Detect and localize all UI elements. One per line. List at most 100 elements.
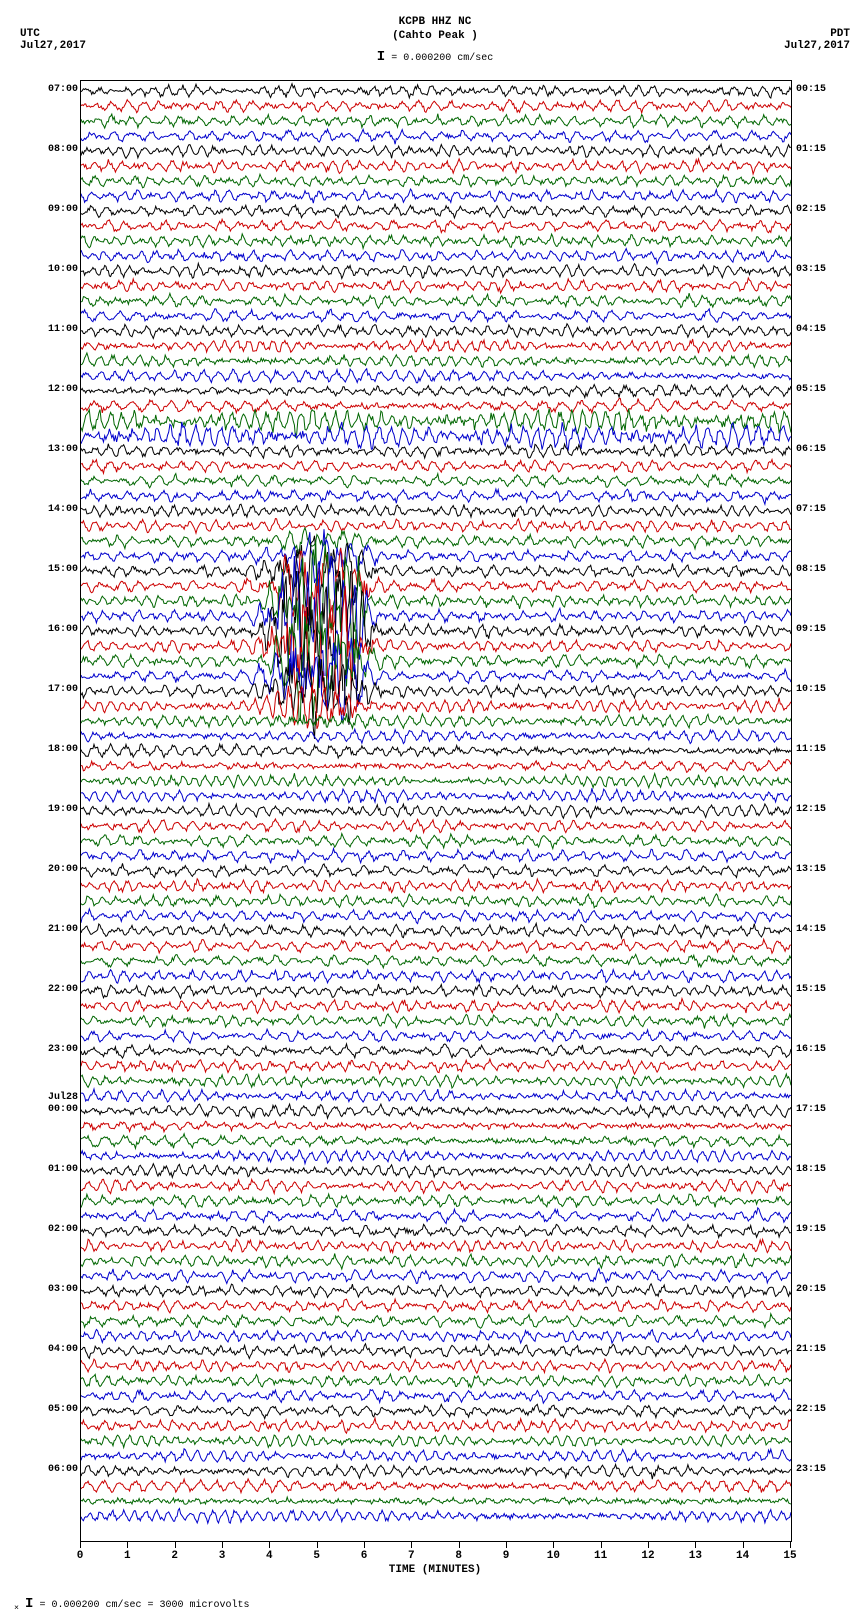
utc-time-label: 15:00 xyxy=(30,564,78,575)
station-name: (Cahto Peak ) xyxy=(377,29,493,43)
seismic-trace xyxy=(81,106,791,226)
seismic-trace xyxy=(81,1456,791,1542)
seismic-trace xyxy=(81,796,791,916)
seismic-trace xyxy=(81,496,791,616)
seismic-trace xyxy=(81,1036,791,1156)
seismic-trace xyxy=(81,1141,791,1261)
seismic-trace xyxy=(81,80,791,181)
x-tick-label: 12 xyxy=(641,1550,654,1562)
scale-bar-icon: I xyxy=(377,49,385,65)
utc-time-label: 16:00 xyxy=(30,624,78,635)
x-tick xyxy=(364,1542,365,1548)
pdt-time-label: 01:15 xyxy=(796,144,844,155)
pdt-time-label: 23:15 xyxy=(796,1464,844,1475)
seismic-trace xyxy=(81,136,791,256)
seismic-trace xyxy=(81,1201,791,1321)
pdt-time-label: 19:15 xyxy=(796,1224,844,1235)
seismic-trace xyxy=(81,80,791,196)
pdt-time-label: 13:15 xyxy=(796,864,844,875)
seismic-trace xyxy=(81,1081,791,1201)
pdt-time-label: 08:15 xyxy=(796,564,844,575)
footer-text: = 0.000200 cm/sec = 3000 microvolts xyxy=(39,1600,249,1611)
seismic-trace xyxy=(81,451,791,571)
utc-time-label: 11:00 xyxy=(30,324,78,335)
seismic-trace xyxy=(81,271,791,391)
seismic-trace xyxy=(81,646,791,766)
x-tick-label: 6 xyxy=(361,1550,368,1562)
utc-time-label: 04:00 xyxy=(30,1344,78,1355)
seismic-trace xyxy=(81,1351,791,1471)
scale-note: I = 0.000200 cm/sec xyxy=(377,48,493,66)
pdt-time-label: 00:15 xyxy=(796,84,844,95)
x-tick xyxy=(317,1542,318,1548)
utc-time-label: 19:00 xyxy=(30,804,78,815)
x-tick xyxy=(127,1542,128,1548)
seismic-trace xyxy=(81,1321,791,1441)
tz-utc-label: UTC xyxy=(20,28,86,40)
utc-time-label: 06:00 xyxy=(30,1464,78,1475)
seismic-trace xyxy=(81,241,791,361)
pdt-time-label: 21:15 xyxy=(796,1344,844,1355)
x-tick-label: 0 xyxy=(77,1550,84,1562)
seismic-trace xyxy=(81,1441,791,1542)
seismic-trace xyxy=(81,916,791,1036)
seismic-trace xyxy=(81,511,791,631)
seismic-trace xyxy=(81,841,791,961)
seismic-trace xyxy=(81,901,791,1021)
pdt-time-label: 15:15 xyxy=(796,984,844,995)
x-tick-label: 10 xyxy=(547,1550,560,1562)
x-tick xyxy=(80,1542,81,1548)
x-tick-label: 1 xyxy=(124,1550,131,1562)
seismic-trace xyxy=(81,1396,791,1516)
seismogram-plot xyxy=(80,80,792,1542)
utc-time-label: 14:00 xyxy=(30,504,78,515)
seismic-trace xyxy=(81,1111,791,1231)
seismic-trace xyxy=(81,616,791,736)
seismic-trace xyxy=(81,601,791,721)
x-tick xyxy=(790,1542,791,1548)
seismic-trace xyxy=(81,1426,791,1542)
x-tick-label: 9 xyxy=(503,1550,510,1562)
seismic-trace xyxy=(81,991,791,1111)
seismic-trace xyxy=(81,571,791,691)
seismic-trace xyxy=(81,226,791,346)
utc-time-label: 03:00 xyxy=(30,1284,78,1295)
x-tick xyxy=(553,1542,554,1548)
seismic-trace xyxy=(81,166,791,286)
seismic-trace xyxy=(81,541,791,661)
footer-marker-icon: × xyxy=(14,1603,19,1613)
seismic-trace xyxy=(81,301,791,421)
x-tick xyxy=(648,1542,649,1548)
seismic-trace xyxy=(81,1306,791,1426)
seismic-trace xyxy=(81,331,791,451)
seismic-trace xyxy=(81,721,791,841)
x-tick-label: 15 xyxy=(783,1550,796,1562)
seismic-trace xyxy=(81,1066,791,1186)
seismic-trace xyxy=(81,421,791,541)
x-tick-label: 4 xyxy=(266,1550,273,1562)
x-axis-label: TIME (MINUTES) xyxy=(389,1564,481,1576)
x-tick xyxy=(459,1542,460,1548)
seismic-trace xyxy=(81,1156,791,1276)
seismic-trace xyxy=(81,211,791,331)
chart-header: UTC Jul27,2017 KCPB HHZ NC (Cahto Peak )… xyxy=(10,10,850,80)
x-tick-label: 14 xyxy=(736,1550,749,1562)
seismic-trace xyxy=(81,931,791,1051)
seismic-trace xyxy=(81,961,791,1081)
x-tick-label: 2 xyxy=(171,1550,178,1562)
x-tick xyxy=(506,1542,507,1548)
seismic-trace xyxy=(81,466,791,586)
seismic-trace xyxy=(81,631,791,751)
header-center: KCPB HHZ NC (Cahto Peak ) I = 0.000200 c… xyxy=(377,15,493,66)
seismic-trace xyxy=(81,1366,791,1486)
seismic-trace xyxy=(81,751,791,871)
x-tick xyxy=(601,1542,602,1548)
seismic-trace xyxy=(81,781,791,901)
seismic-trace xyxy=(81,1186,791,1306)
seismic-trace xyxy=(81,946,791,1066)
x-tick-label: 7 xyxy=(408,1550,415,1562)
x-axis: TIME (MINUTES) 0123456789101112131415 xyxy=(80,1542,790,1582)
seismic-trace xyxy=(81,1051,791,1171)
utc-time-label: 12:00 xyxy=(30,384,78,395)
utc-time-label: 01:00 xyxy=(30,1164,78,1175)
